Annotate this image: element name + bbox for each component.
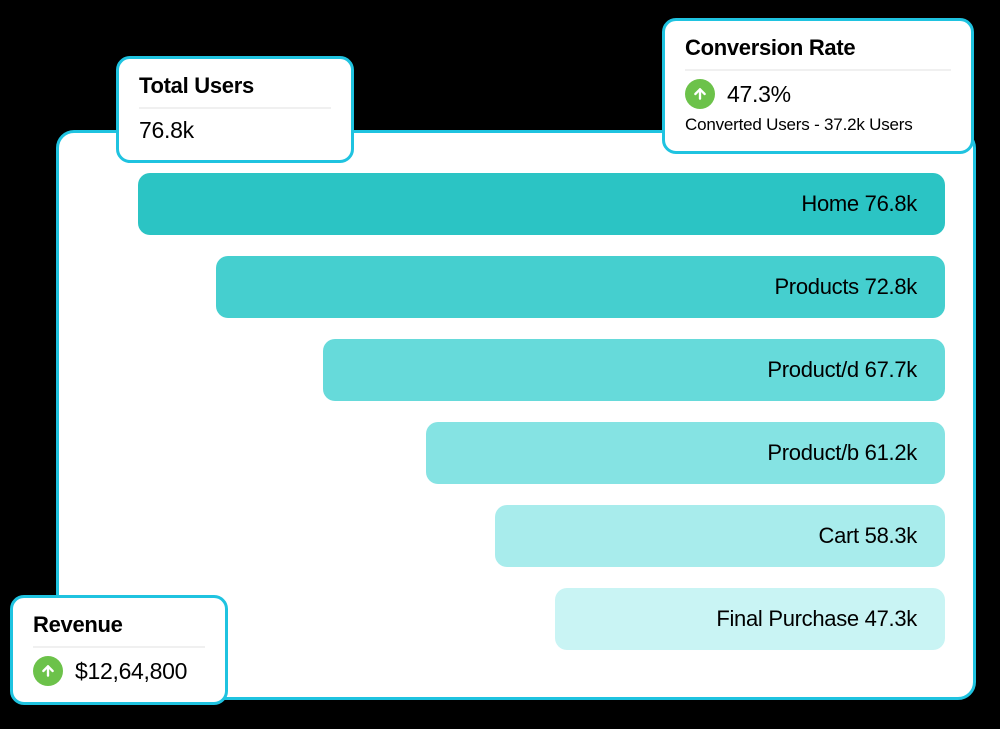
revenue-title: Revenue [33, 612, 205, 648]
funnel-step: Product/b 61.2k [426, 422, 945, 484]
funnel-step-label: Products 72.8k [774, 274, 917, 300]
funnel-step: Products 72.8k [216, 256, 945, 318]
revenue-value: $12,64,800 [75, 658, 187, 685]
conversion-rate-card: Conversion Rate 47.3% Converted Users - … [662, 18, 974, 154]
funnel-step-label: Final Purchase 47.3k [716, 606, 917, 632]
funnel-step-label: Product/b 61.2k [767, 440, 917, 466]
revenue-card: Revenue $12,64,800 [10, 595, 228, 705]
total-users-value: 76.8k [139, 117, 331, 144]
arrow-up-icon [685, 79, 715, 109]
funnel-step: Home 76.8k [138, 173, 945, 235]
conversion-rate-value: 47.3% [727, 81, 791, 108]
total-users-card: Total Users 76.8k [116, 56, 354, 163]
funnel-step-label: Product/d 67.7k [767, 357, 917, 383]
conversion-rate-title: Conversion Rate [685, 35, 951, 71]
total-users-title: Total Users [139, 73, 331, 109]
funnel-step: Product/d 67.7k [323, 339, 945, 401]
funnel-step: Final Purchase 47.3k [555, 588, 945, 650]
funnel-step: Cart 58.3k [495, 505, 945, 567]
funnel-step-label: Home 76.8k [801, 191, 917, 217]
funnel-step-label: Cart 58.3k [819, 523, 918, 549]
funnel-bars: Home 76.8k Products 72.8k Product/d 67.7k P… [87, 173, 945, 650]
arrow-up-icon [33, 656, 63, 686]
conversion-rate-subtext: Converted Users - 37.2k Users [685, 115, 951, 135]
